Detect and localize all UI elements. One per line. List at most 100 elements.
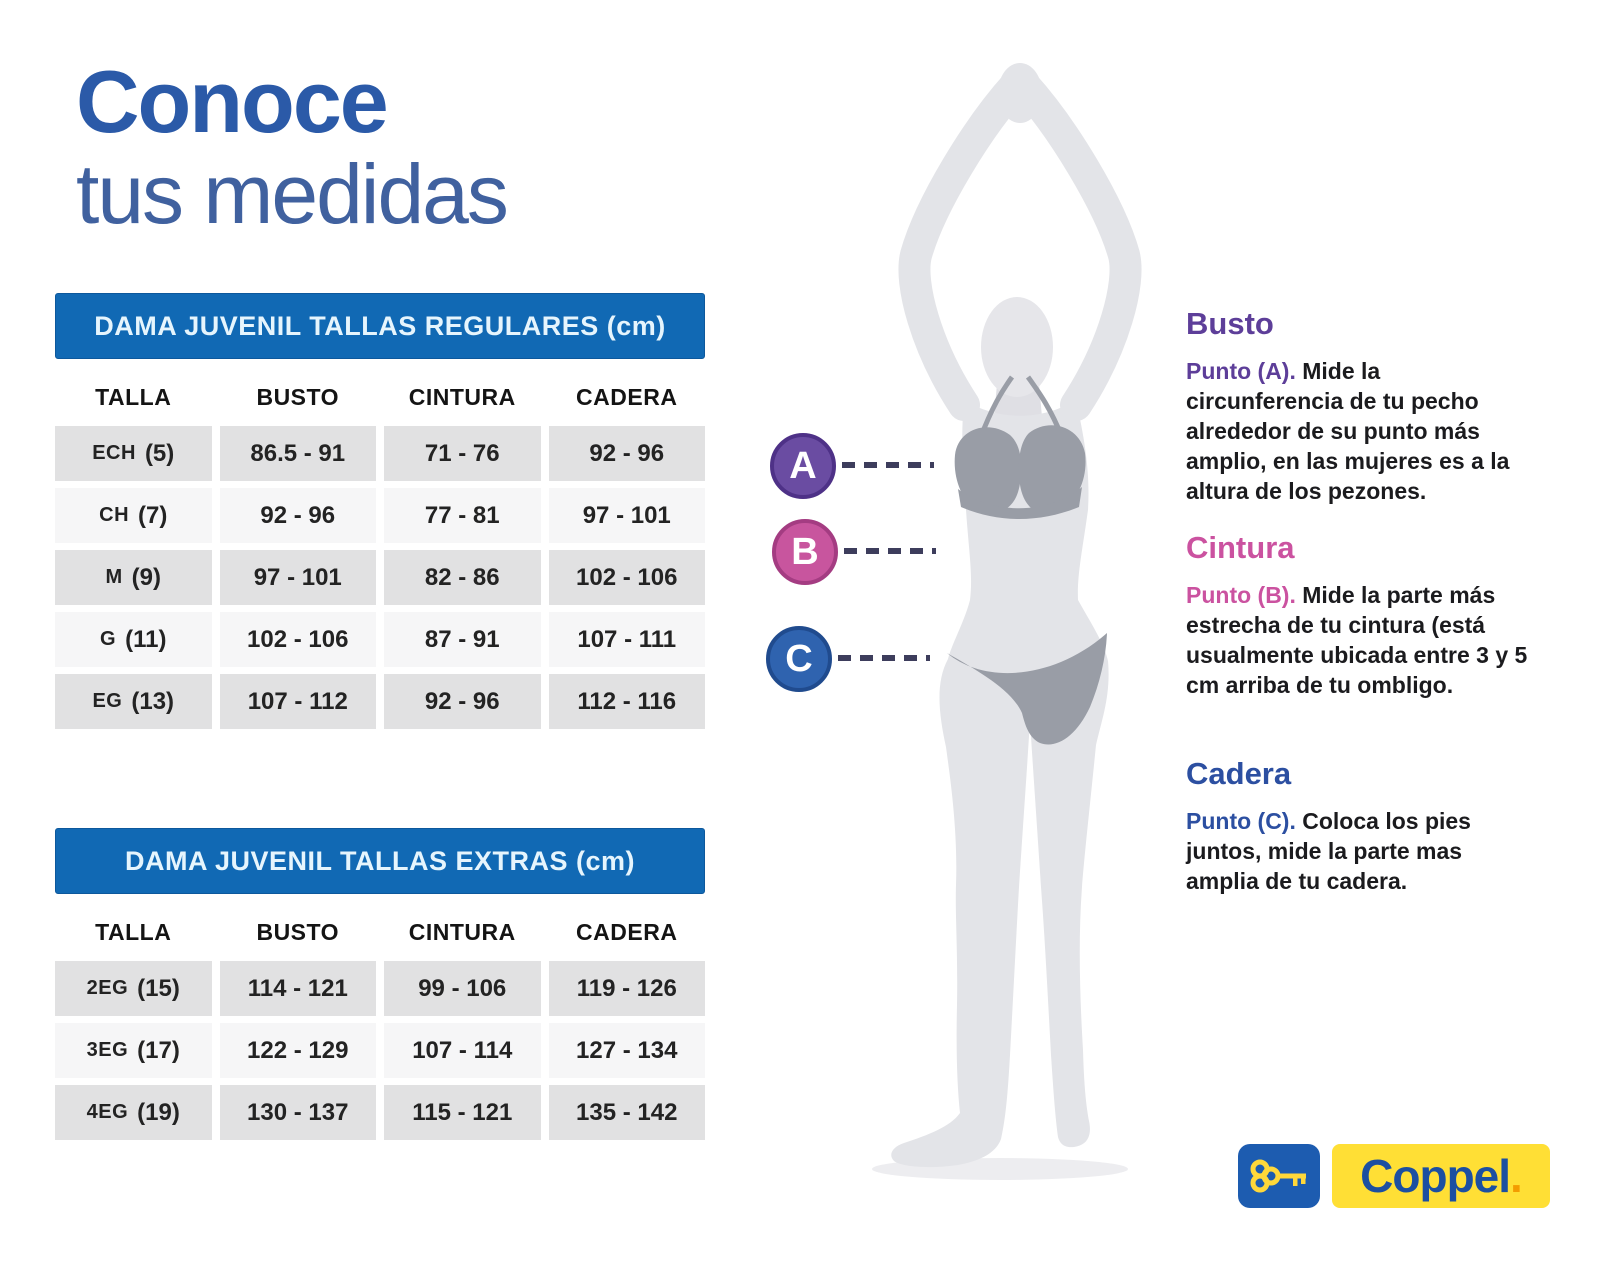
talla-cell: 4EG (19) [55, 1085, 212, 1140]
talla-cell: G (11) [55, 612, 212, 667]
busto-cell: 130 - 137 [219, 1085, 376, 1140]
cadera-cell: 102 - 106 [548, 550, 705, 605]
talla-cell: 2EG (15) [55, 961, 212, 1016]
marker-c: C [766, 626, 832, 692]
section-busto-heading: Busto [1186, 306, 1274, 341]
cintura-cell: 71 - 76 [384, 426, 541, 481]
marker-c-dash-line [838, 655, 930, 661]
bikini-top [954, 375, 1086, 519]
section-cadera-body: Coloca los pies juntos, mide la parte ma… [1186, 808, 1471, 894]
section-busto-lead: Punto (A). [1186, 358, 1296, 384]
talla-cell: CH (7) [55, 488, 212, 543]
coppel-brand-text: Coppel [1360, 1150, 1511, 1202]
head [981, 297, 1053, 397]
size-code: 4EG [86, 1101, 129, 1123]
cintura-cell: 87 - 91 [384, 612, 541, 667]
talla-cell: 3EG (17) [55, 1023, 212, 1078]
size-number: (17) [137, 1036, 180, 1064]
busto-cell: 114 - 121 [219, 961, 376, 1016]
busto-cell: 86.5 - 91 [219, 426, 376, 481]
column-header-cadera: CADERA [576, 383, 678, 410]
bikini-bottom [947, 633, 1107, 745]
busto-cell: 107 - 112 [219, 674, 376, 729]
cadera-cell: 92 - 96 [548, 426, 705, 481]
talla-cell: M (9) [55, 550, 212, 605]
busto-cell: 122 - 129 [219, 1023, 376, 1078]
left-arm [898, 69, 1032, 421]
section-cadera-heading: Cadera [1186, 756, 1292, 791]
cadera-cell: 135 - 142 [548, 1085, 705, 1140]
size-code: G [100, 628, 117, 650]
table-header-row: TALLA BUSTO CINTURA CADERA [55, 910, 705, 954]
marker-b: B [772, 519, 838, 585]
table-tallas-regulares: DAMA JUVENIL TALLAS REGULARES (cm) TALLA… [55, 293, 705, 729]
busto-cell: 92 - 96 [219, 488, 376, 543]
size-code: 3EG [86, 1039, 129, 1061]
section-cintura-heading: Cintura [1186, 530, 1295, 565]
size-number: (5) [144, 439, 175, 467]
talla-cell: EG (13) [55, 674, 212, 729]
cadera-cell: 107 - 111 [548, 612, 705, 667]
column-header-busto: BUSTO [256, 383, 340, 410]
size-code: EG [92, 690, 123, 712]
cadera-cell: 97 - 101 [548, 488, 705, 543]
cintura-cell: 107 - 114 [384, 1023, 541, 1078]
table-row: EG (13) 107 - 112 92 - 96 112 - 116 [55, 674, 705, 729]
section-busto-body: Mide la circunferencia de tu pecho alred… [1186, 358, 1510, 504]
size-number: (19) [137, 1098, 180, 1126]
table-row: M (9) 97 - 101 82 - 86 102 - 106 [55, 550, 705, 605]
table-tallas-extras: DAMA JUVENIL TALLAS EXTRAS (cm) TALLA BU… [55, 828, 705, 1140]
column-header-cadera: CADERA [576, 918, 678, 945]
section-cintura-body: Mide la parte más estrecha de tu cintura… [1186, 582, 1528, 698]
coppel-period: . [1510, 1150, 1523, 1202]
cadera-cell: 112 - 116 [548, 674, 705, 729]
table-row: G (11) 102 - 106 87 - 91 107 - 111 [55, 612, 705, 667]
cintura-cell: 77 - 81 [384, 488, 541, 543]
coppel-key-tile [1238, 1144, 1320, 1208]
marker-b-dash-line [844, 548, 936, 554]
torso-and-legs [891, 400, 1109, 1168]
column-header-busto: BUSTO [256, 918, 340, 945]
size-code: CH [99, 504, 130, 526]
table-row: ECH (5) 86.5 - 91 71 - 76 92 - 96 [55, 426, 705, 481]
section-cadera-text: Punto (C). Coloca los pies juntos, mide … [1186, 806, 1538, 896]
table-regulares-banner: DAMA JUVENIL TALLAS REGULARES (cm) [55, 293, 705, 359]
title-line1: Conoce [76, 52, 389, 151]
table-header-row: TALLA BUSTO CINTURA CADERA [55, 375, 705, 419]
size-number: (9) [131, 563, 161, 591]
size-number: (7) [138, 501, 168, 529]
cintura-cell: 92 - 96 [384, 674, 541, 729]
cintura-cell: 99 - 106 [384, 961, 541, 1016]
section-cintura: Cintura Punto (B). Mide la parte más est… [1186, 530, 1538, 700]
section-busto-text: Punto (A). Mide la circunferencia de tu … [1186, 356, 1538, 506]
busto-cell: 102 - 106 [219, 612, 376, 667]
size-code: M [105, 566, 123, 588]
section-cadera: Cadera Punto (C). Coloca los pies juntos… [1186, 756, 1538, 896]
section-cintura-text: Punto (B). Mide la parte más estrecha de… [1186, 580, 1538, 700]
column-header-cintura: CINTURA [408, 918, 516, 945]
cadera-cell: 119 - 126 [548, 961, 705, 1016]
section-cadera-lead: Punto (C). [1186, 808, 1296, 834]
right-arm [1008, 69, 1142, 421]
size-number: (13) [131, 687, 175, 715]
table-row: 3EG (17) 122 - 129 107 - 114 127 - 134 [55, 1023, 705, 1078]
size-code: 2EG [86, 977, 129, 999]
size-number: (11) [125, 625, 167, 653]
title-line2: tus medidas [76, 147, 509, 241]
column-header-talla: TALLA [95, 383, 172, 410]
coppel-logo: Coppel. [1238, 1144, 1550, 1208]
table-row: CH (7) 92 - 96 77 - 81 97 - 101 [55, 488, 705, 543]
talla-cell: ECH (5) [55, 426, 212, 481]
hands [998, 63, 1042, 123]
page-title: Conoce tus medidas [76, 52, 509, 241]
marker-a-dash-line [842, 462, 934, 468]
marker-a: A [770, 433, 836, 499]
cintura-cell: 82 - 86 [384, 550, 541, 605]
column-header-cintura: CINTURA [408, 383, 516, 410]
key-icon [1250, 1159, 1306, 1193]
table-extras-banner: DAMA JUVENIL TALLAS EXTRAS (cm) [55, 828, 705, 894]
table-row: 4EG (19) 130 - 137 115 - 121 135 - 142 [55, 1085, 705, 1140]
column-header-talla: TALLA [95, 918, 172, 945]
busto-cell: 97 - 101 [219, 550, 376, 605]
